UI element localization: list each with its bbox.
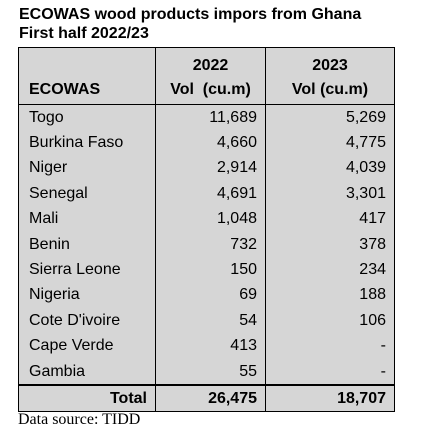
table-row: Burkina Faso 4,660 4,775 [19, 130, 395, 156]
table-cell: 1,048 [155, 206, 266, 232]
table-row: Niger 2,914 4,039 [19, 155, 395, 182]
table-cell: Burkina Faso [29, 134, 124, 152]
table-row: Benin 732 378 [19, 231, 395, 258]
table-cell: 234 [265, 257, 395, 283]
table-cell: 732 [155, 231, 266, 258]
table-cell: Nigeria [29, 286, 80, 304]
table-cell: 188 [265, 282, 395, 309]
source-note: Data source: TIDD [18, 411, 141, 428]
header-unit: Vol (cu.m) [291, 81, 369, 98]
table-cell: Total [109, 389, 147, 407]
table-header: ECOWAS 2022 Vol (cu.m) 2023 Vol (cu.m) [18, 47, 395, 105]
table-cell: 4,039 [265, 155, 395, 182]
table-row: Cote D'ivoire 54 106 [19, 308, 395, 334]
table-row: Gambia 55- [19, 358, 395, 386]
table-cell: 26,475 [155, 385, 266, 412]
table-cell: 417 [265, 206, 395, 232]
header-unit: Vol (cu.m) [170, 81, 251, 98]
title: ECOWAS wood products impors from Ghana [19, 6, 362, 23]
table-row: Mali 1,048 417 [19, 206, 395, 232]
table-cell: 5,269 [265, 104, 395, 131]
table-cell: Senegal [29, 184, 88, 202]
table-cell: Niger [29, 159, 68, 177]
table-row: Nigeria 69 188 [19, 282, 395, 309]
table-cell: - [265, 333, 395, 359]
header-row: ECOWAS 2022 Vol (cu.m) 2023 Vol (cu.m) [18, 47, 395, 105]
table-row: Sierra Leone 150 234 [19, 257, 395, 283]
table-cell: 150 [155, 257, 266, 283]
table-row: Togo 11,689 5,269 [19, 104, 395, 131]
table-cell: 4,691 [155, 181, 266, 207]
table-cell: 69 [155, 282, 266, 309]
table-cell: Mali [29, 210, 59, 228]
table-cell: - [265, 358, 395, 386]
table-cell: 54 [155, 308, 266, 334]
total-row: Total 26,475 18,707 [18, 385, 395, 412]
table-cell: 11,689 [155, 104, 266, 131]
header-cell: 2022 Vol (cu.m) [155, 47, 266, 105]
table-row: Senegal 4,691 3,301 [19, 181, 395, 207]
header-cell: ECOWAS [19, 48, 156, 105]
table-cell: 18,707 [265, 385, 395, 412]
table-cell: 2,914 [155, 155, 266, 182]
table-cell: 378 [265, 231, 395, 258]
table-cell: Togo [29, 108, 64, 126]
table-cell: 106 [265, 308, 395, 334]
subtitle: First half 2022/23 [19, 25, 149, 42]
table-cell: 55 [155, 358, 266, 386]
header-year: 2023 [312, 57, 348, 74]
table-cell: 4,775 [265, 130, 395, 156]
table-cell: Benin [29, 235, 70, 253]
table-cell: 3,301 [265, 181, 395, 207]
table-cell: 4,660 [155, 130, 266, 156]
data-table: ECOWAS 2022 Vol (cu.m) 2023 Vol (cu.m) Tog… [18, 47, 395, 413]
table-cell: 413 [155, 333, 266, 359]
header-label: ECOWAS [29, 81, 101, 98]
table-cell: Cape Verde [29, 337, 114, 355]
table-cell: Gambia [29, 362, 86, 380]
header-cell: 2023 Vol (cu.m) [265, 47, 395, 105]
table-body: Togo 11,689 5,269 Burkina Faso 4,660 4,775 Nig… [18, 104, 395, 412]
table-cell: Cote D'ivoire [29, 311, 121, 329]
table-cell: Sierra Leone [29, 261, 121, 279]
header-year: 2022 [192, 57, 229, 74]
table-row: Cape Verde 413- [19, 333, 395, 359]
